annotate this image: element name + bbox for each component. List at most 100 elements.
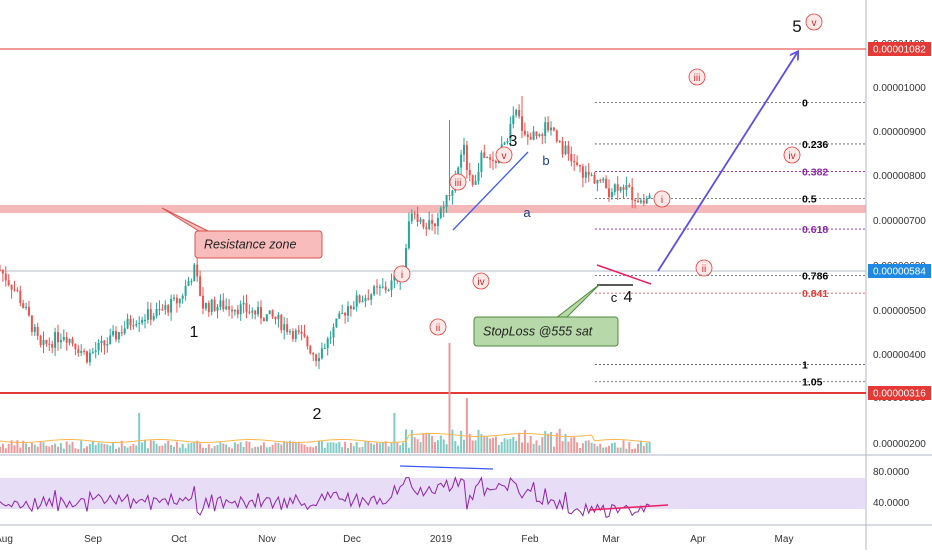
candle-body [376,286,378,288]
volume-bar [123,445,126,453]
volume-bar [254,446,257,453]
candle-body [442,207,445,209]
volume-bar [570,437,573,453]
volume-bar [54,443,57,453]
candle-body [83,350,86,352]
candle-body [483,152,486,158]
volume-bar [233,442,236,453]
svg-text:iv: iv [788,151,795,162]
volume-bar [175,441,178,453]
candle-body [555,130,558,142]
svg-text:ii: ii [702,264,706,275]
volume-bar [584,440,587,453]
volume-bar [239,442,242,453]
volume-bar [428,433,431,453]
volume-bar [439,435,442,453]
candle-body [1,269,4,274]
candle-body [138,322,141,324]
volume-bar [231,448,233,453]
volume-bar [193,441,196,453]
candle-body [648,195,651,199]
volume-bar [619,447,622,453]
candle-body [410,213,413,222]
volume-bar [88,444,91,453]
volume-bar [367,441,370,453]
volume-bar [599,443,602,453]
volume-bar [503,438,506,453]
volume-bar [48,446,51,453]
volume-bar [294,442,297,453]
candle-body [590,174,593,176]
candle-body [445,195,448,208]
candle-body [297,330,300,332]
candle-body [494,160,497,163]
candle-body [352,306,355,309]
volume-bar [170,445,173,453]
volume-bar [219,442,222,453]
candle-body [257,307,260,315]
candle-body [405,248,407,271]
volume-bar [117,447,120,453]
x-tick-label: May [775,534,794,545]
candle-body [596,179,599,184]
volume-bar [103,444,106,453]
volume-bar [410,429,413,453]
volume-bar [309,446,312,453]
candle-body [367,298,370,300]
candle-body [318,358,320,362]
candle-body [509,124,512,141]
candle-body [503,142,506,145]
volume-bar [489,438,492,453]
candle-body [126,318,129,329]
fib-label-1.05: 1.05 [802,377,823,389]
candle-body [71,338,74,344]
svg-text:0.00001082: 0.00001082 [873,45,926,56]
volume-bar [637,443,639,453]
candle-body [550,127,552,131]
volume-bar [236,444,239,453]
svg-text:i: i [401,270,403,281]
candle-body [639,200,642,203]
volume-bar [361,446,364,453]
candle-body [541,134,544,137]
wave-2-label: 2 [313,406,322,423]
volume-bar [529,435,532,453]
candle-body [74,343,77,350]
resistance-zone [0,205,866,213]
candle-body [532,131,535,140]
volume-bar [196,440,199,453]
candle-body [413,213,416,215]
candle-body [526,134,529,138]
candle-body [329,337,332,339]
volume-bar [535,440,538,453]
candle-body [199,276,202,296]
volume-bar [564,433,567,453]
fib-label-0: 0 [802,97,808,109]
candle-body [567,145,570,154]
candle-body [0,269,1,271]
volume-bar [558,428,561,453]
candle-body [428,220,431,230]
volume-bar [463,439,465,453]
candle-body [28,307,30,316]
volume-bar [422,433,425,453]
volume-bar [13,445,16,453]
volume-bar [51,445,54,453]
candle-body [558,141,561,143]
volume-bar [373,444,376,453]
candle-body [547,122,550,131]
candle-body [393,275,396,281]
candle-body [135,323,138,326]
candle-body [637,200,639,203]
candle-body [62,337,65,340]
volume-bar [376,442,378,453]
volume-bar [271,444,274,453]
volume-bar [141,442,144,453]
candle-body [242,302,245,305]
volume-bar [500,441,503,453]
volume-bar [506,439,509,453]
candle-body [286,324,289,333]
candle-body [175,297,178,304]
volume-bar [396,442,399,453]
candle-body [579,165,581,167]
